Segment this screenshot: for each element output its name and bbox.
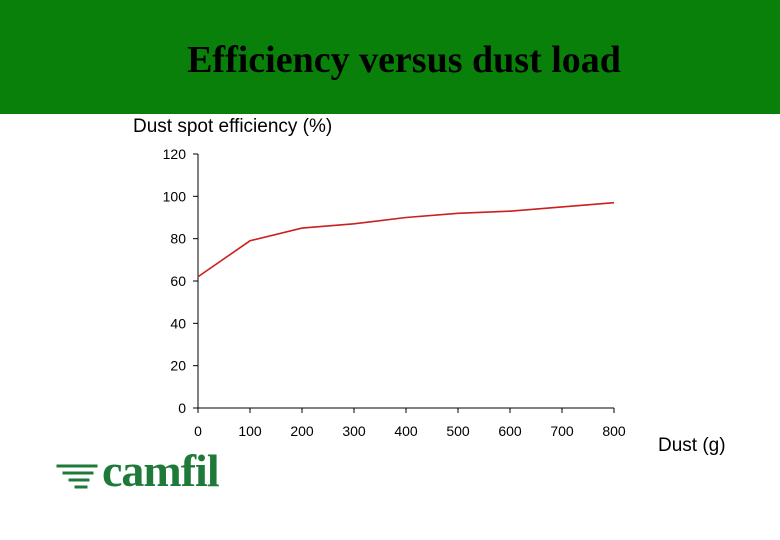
- camfil-logo: camfil: [56, 445, 236, 504]
- efficiency-series-line: [197, 201, 615, 278]
- x-tick-label: 400: [394, 423, 418, 439]
- x-tick-label: 700: [550, 423, 574, 439]
- x-tick-label: 800: [602, 423, 626, 439]
- x-tick-label: 500: [446, 423, 470, 439]
- x-tick-label: 200: [290, 423, 314, 439]
- x-tick-label: 600: [498, 423, 522, 439]
- y-tick-label: 60: [170, 273, 186, 289]
- slide-title: Efficiency versus dust load: [187, 39, 621, 81]
- y-axis-label: Dust spot efficiency (%): [133, 116, 333, 137]
- x-tick-label: 0: [194, 423, 202, 439]
- title-banner: Efficiency versus dust load: [0, 0, 780, 114]
- camfil-logo-mark-icon: [56, 464, 98, 489]
- y-tick-label: 100: [163, 188, 187, 204]
- y-tick-label: 0: [178, 400, 186, 416]
- y-tick-label: 120: [163, 146, 187, 162]
- x-axis-label: Dust (g): [658, 435, 726, 456]
- x-tick-label: 100: [238, 423, 262, 439]
- y-tick-label: 80: [170, 231, 186, 247]
- x-tick-label: 300: [342, 423, 366, 439]
- camfil-logo-text: camfil: [102, 445, 220, 496]
- y-tick-label: 40: [170, 315, 186, 331]
- y-tick-label: 20: [170, 358, 186, 374]
